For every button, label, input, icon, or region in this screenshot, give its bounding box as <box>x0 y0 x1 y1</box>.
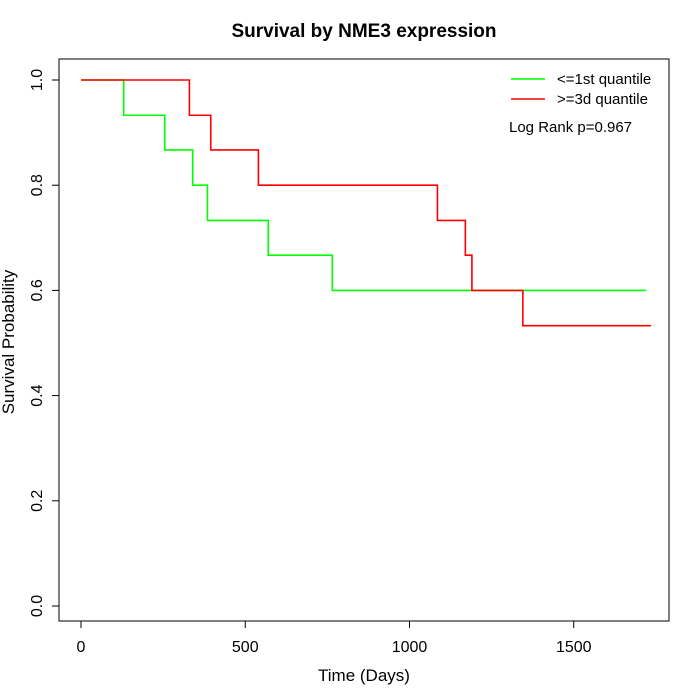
plot-frame <box>58 58 670 622</box>
y-tick-label: 0.8 <box>29 174 46 196</box>
legend-label-2: >=3d quantile <box>557 91 648 108</box>
legend: <=1st quantile >=3d quantile <box>511 71 651 108</box>
series-line-2 <box>81 79 651 327</box>
y-tick-label: 0.6 <box>29 279 46 301</box>
y-axis: 0.0 0.2 0.4 0.6 0.8 1.0 <box>29 69 60 617</box>
series-line-1 <box>81 79 647 292</box>
x-tick-label: 500 <box>232 639 259 656</box>
chart-title: Survival by NME3 expression <box>231 21 496 42</box>
x-tick-label: 1500 <box>556 639 592 656</box>
series-layer <box>81 79 651 327</box>
legend-label-1: <=1st quantile <box>557 71 651 88</box>
x-tick-label: 0 <box>77 639 86 656</box>
y-tick-label: 0.0 <box>29 595 46 617</box>
y-tick-label: 1.0 <box>29 69 46 91</box>
y-tick-label: 0.2 <box>29 490 46 512</box>
x-axis: 0 500 1000 1500 <box>77 620 592 656</box>
log-rank-annotation: Log Rank p=0.967 <box>509 119 632 136</box>
x-axis-label: Time (Days) <box>318 666 410 685</box>
y-tick-label: 0.4 <box>29 384 46 406</box>
x-tick-label: 1000 <box>392 639 428 656</box>
y-axis-label: Survival Probability <box>0 269 18 414</box>
